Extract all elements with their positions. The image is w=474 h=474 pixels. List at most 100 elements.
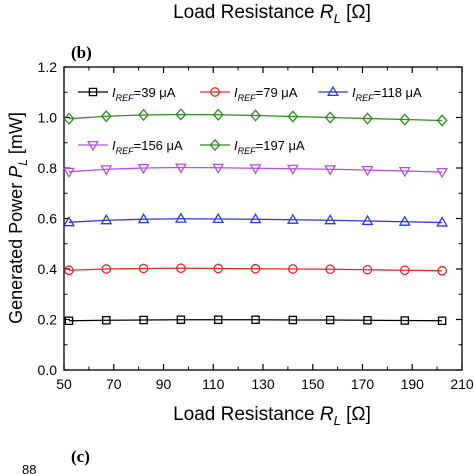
legend-label-value: =118 μA [374,85,422,100]
data-point [251,315,260,325]
x-axis-ticks: 50 70 90 110 130 150 170 190 210 [56,67,474,392]
legend-label-sub: REF [356,93,375,103]
data-point [436,167,449,179]
data-point [101,264,112,274]
data-point [213,315,223,325]
legend-entry-0: IREF=39 μA [78,85,176,103]
top-axis-label: Load Resistance RL [Ω] [173,2,371,26]
series-line [68,267,443,272]
data-point [437,316,447,326]
x-axis-label-sub: L [334,413,341,428]
y-axis-label: Generated Power PL [mW] [6,112,30,324]
data-point [100,110,112,123]
data-point [63,112,75,125]
data-point [175,108,187,121]
legend-label-value: =39 μA [134,85,176,100]
y-tick-label: 1.2 [38,59,58,75]
panel-label-c: (c) [71,447,90,466]
legend-label-sub: REF [116,93,135,103]
data-point [437,265,447,276]
data-point [361,214,374,226]
x-tick-label: 110 [202,376,225,392]
data-point [174,163,187,174]
top-axis-label-prefix: Load Resistance [173,2,320,23]
y-tick-label: 0.4 [38,261,58,277]
panel-label-b: (b) [71,43,92,62]
x-tick-label: 90 [156,376,172,392]
data-point [325,264,336,275]
y-tick-label: 0.0 [38,362,58,378]
data-point [213,263,224,274]
data-point [361,165,374,177]
series-line [68,218,443,224]
legend-label-sub: REF [238,146,257,156]
data-point [436,216,449,227]
y-axis-ticks: 0.0 0.2 0.4 0.6 0.8 1.0 1.2 [38,59,462,378]
data-point [64,316,74,326]
legend-label-sub: REF [238,93,257,103]
data-point [176,263,186,274]
legend-label-var: I [234,138,238,153]
next-panel-tick: 88 [22,462,36,474]
series-0 [64,315,447,326]
top-axis-label-var: R [320,2,334,23]
data-point [399,113,411,126]
x-tick-label: 210 [450,376,474,392]
series-1 [64,263,447,276]
legend-label: IREF=39 μA [112,85,176,103]
data-point [399,265,410,276]
legend-entry-3: IREF=156 μA [78,138,183,156]
legend-label-value: =156 μA [134,138,183,153]
legend-label: IREF=197 μA [234,138,305,156]
data-point [324,165,337,176]
data-point [250,109,262,122]
data-point [363,316,372,325]
x-tick-label: 170 [351,376,375,392]
x-axis-label: Load Resistance RL [Ω] [173,404,371,428]
data-point [174,212,187,223]
y-tick-label: 1.0 [38,110,58,126]
data-point [212,108,224,121]
legend-label-value: =197 μA [256,138,305,153]
data-point [324,213,337,225]
legend: IREF=39 μA IREF=79 μA IREF=118 μAIREF=156 … [78,85,422,156]
y-axis-label-unit: [mW] [6,112,26,159]
data-point [436,114,448,127]
y-axis-label-prefix: Generated Power [6,178,26,324]
legend-label-value: =79 μA [256,85,298,100]
top-axis-label-sub: L [334,11,341,26]
series-2 [63,212,449,227]
data-point [63,167,75,179]
data-point [138,108,150,122]
series-3 [63,163,449,179]
data-point [102,316,111,325]
data-point [398,215,411,226]
top-axis-label-unit: [Ω] [341,2,371,23]
data-point [324,111,336,124]
legend-label: IREF=79 μA [234,85,298,103]
data-point [64,265,74,276]
data-point [100,213,113,225]
data-point [325,315,335,325]
series-line [68,113,443,122]
x-axis-label-prefix: Load Resistance [173,404,320,425]
data-point [287,264,298,274]
legend-entry-2: IREF=118 μA [318,85,422,103]
series-4 [63,108,448,127]
data-point [398,166,411,178]
data-point [249,212,262,224]
legend-marker [210,87,220,97]
data-point [287,110,299,123]
data-point [288,315,298,325]
legend-entry-1: IREF=79 μA [200,85,298,103]
series-line [68,166,443,173]
x-tick-label: 50 [56,376,72,392]
legend-marker [88,87,98,97]
legend-label-var: I [352,85,356,100]
data-point [249,164,262,175]
data-point [100,165,113,176]
data-point [137,212,150,224]
y-axis-label-var: P [6,166,26,178]
x-tick-label: 70 [106,376,122,392]
data-point [176,315,186,325]
